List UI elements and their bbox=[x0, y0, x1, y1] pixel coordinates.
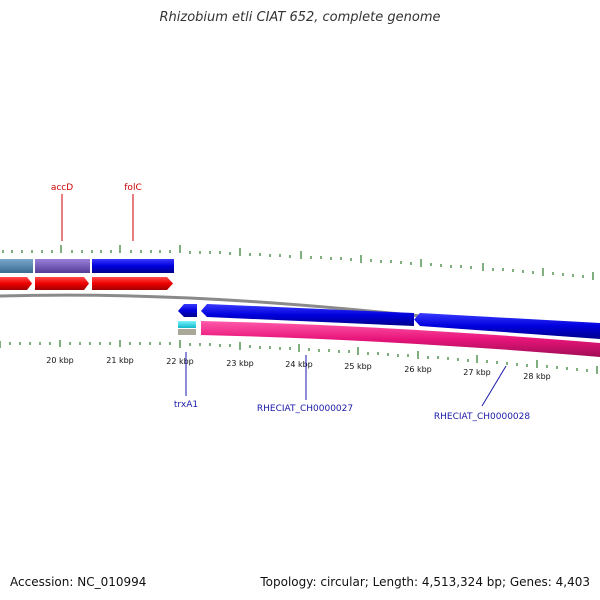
gene-label-folC[interactable]: folC bbox=[124, 183, 141, 193]
scale-label: 21 kbp bbox=[106, 356, 134, 365]
feature-trxA1-cyan[interactable] bbox=[178, 321, 196, 328]
rna-band[interactable] bbox=[201, 321, 600, 357]
scale-labels: 20 kbp 21 kbp 22 kbp 23 kbp 24 kbp 25 kb… bbox=[46, 356, 551, 381]
feature-small-blue[interactable] bbox=[178, 304, 197, 317]
red-arrow-3[interactable] bbox=[92, 277, 173, 290]
feature-accD[interactable] bbox=[35, 259, 90, 273]
accession-label: Accession: NC_010994 bbox=[10, 575, 147, 589]
forward-strand-left-features bbox=[0, 259, 174, 273]
scale-label: 26 kbp bbox=[404, 365, 432, 374]
outer-tick-ring bbox=[2, 245, 594, 280]
blue-cds-features bbox=[178, 304, 600, 339]
red-arrow-1[interactable] bbox=[0, 277, 32, 290]
scale-label: 24 kbp bbox=[285, 360, 313, 369]
scale-label: 28 kbp bbox=[523, 372, 551, 381]
scale-label: 27 kbp bbox=[463, 368, 491, 377]
feature-trxA1-grey[interactable] bbox=[178, 329, 196, 335]
red-arrow-features bbox=[0, 277, 173, 290]
feature-RHECIAT_CH0000028[interactable] bbox=[414, 313, 600, 339]
inner-tick-ring bbox=[0, 340, 598, 374]
feature-folC[interactable] bbox=[92, 259, 174, 273]
scale-label: 20 kbp bbox=[46, 356, 74, 365]
gene-label-trxA1[interactable]: trxA1 bbox=[174, 400, 198, 410]
feature-steelblue[interactable] bbox=[0, 259, 33, 273]
gene-label-RHECIAT_CH0000027[interactable]: RHECIAT_CH0000027 bbox=[257, 404, 353, 414]
scale-label: 23 kbp bbox=[226, 359, 254, 368]
scale-label: 22 kbp bbox=[166, 357, 194, 366]
gene-label-accD[interactable]: accD bbox=[51, 183, 73, 193]
genome-info-label: Topology: circular; Length: 4,513,324 bp… bbox=[260, 575, 590, 589]
gene-label-RHECIAT_CH0000028[interactable]: RHECIAT_CH0000028 bbox=[434, 412, 531, 422]
top-gene-labels: accD folC bbox=[51, 183, 142, 241]
scale-label: 25 kbp bbox=[344, 362, 372, 371]
genome-title: Rhizobium etli CIAT 652, complete genome bbox=[159, 10, 441, 25]
feature-RHECIAT_CH0000027[interactable] bbox=[201, 304, 414, 326]
bottom-gene-labels: trxA1 RHECIAT_CH0000027 RHECIAT_CH000002… bbox=[174, 352, 530, 422]
red-arrow-2[interactable] bbox=[35, 277, 89, 290]
